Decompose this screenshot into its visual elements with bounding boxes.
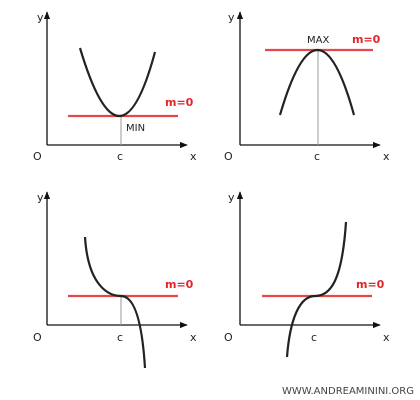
curve bbox=[278, 49, 356, 116]
footer: WWW.ANDREAMININI.ORG bbox=[282, 386, 414, 397]
y-label: y bbox=[228, 191, 235, 204]
x-label: x bbox=[383, 150, 390, 163]
panel-max: y O x c m=0 MAX bbox=[224, 11, 390, 163]
origin-label: O bbox=[33, 150, 42, 163]
origin-label: O bbox=[33, 331, 42, 344]
c-label: c bbox=[311, 331, 317, 344]
annotation: MAX bbox=[307, 35, 329, 46]
curve bbox=[83, 236, 147, 369]
origin-label: O bbox=[224, 331, 233, 344]
y-label: y bbox=[37, 11, 44, 24]
x-label: x bbox=[190, 331, 197, 344]
c-label: c bbox=[117, 150, 123, 163]
curve bbox=[285, 221, 348, 358]
annotation: MIN bbox=[126, 123, 145, 134]
origin-label: O bbox=[224, 150, 233, 163]
panel-inflection-increasing: y O x c m=0 bbox=[224, 191, 390, 358]
y-label: y bbox=[228, 11, 235, 24]
x-label: x bbox=[190, 150, 197, 163]
slope-label: m=0 bbox=[165, 96, 194, 109]
c-label: c bbox=[117, 331, 123, 344]
curve bbox=[78, 47, 157, 117]
slope-label: m=0 bbox=[352, 33, 381, 46]
y-label: y bbox=[37, 191, 44, 204]
slope-label: m=0 bbox=[356, 278, 385, 291]
slope-label: m=0 bbox=[165, 278, 194, 291]
panel-min: y O x c m=0 MIN bbox=[33, 11, 197, 163]
c-label: c bbox=[314, 150, 320, 163]
x-label: x bbox=[383, 331, 390, 344]
panel-inflection-decreasing: y O x c m=0 bbox=[33, 191, 197, 369]
